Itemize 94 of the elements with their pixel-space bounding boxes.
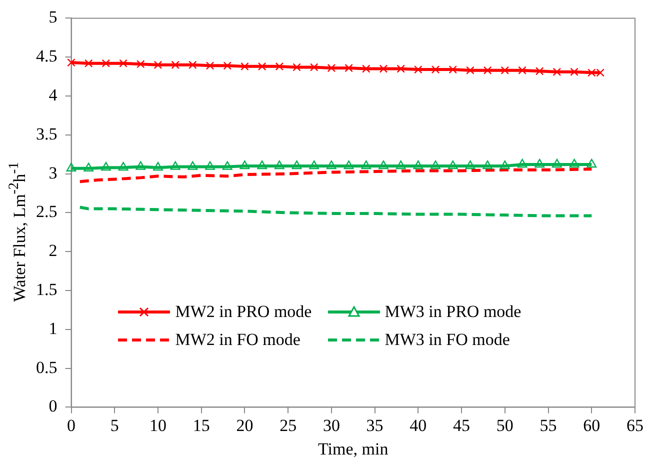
point (396, 160, 406, 170)
point (500, 66, 510, 74)
x-tick-label: 5 (110, 416, 119, 435)
y-tick-label: 0.5 (36, 358, 58, 377)
point (136, 60, 145, 68)
point (206, 62, 214, 70)
x-tick-label: 20 (236, 416, 254, 435)
point (361, 160, 372, 170)
point (170, 161, 180, 170)
y-tick-label: 1.5 (36, 280, 58, 299)
point (327, 64, 336, 72)
point (118, 162, 128, 171)
point (431, 65, 440, 74)
x-tick-label: 55 (540, 416, 557, 435)
point (205, 161, 215, 170)
point (448, 65, 457, 74)
point (396, 64, 405, 73)
point (274, 160, 284, 170)
y-tick-label: 3.5 (36, 124, 58, 144)
point (223, 62, 232, 70)
point (517, 158, 528, 168)
y-tick-label: 3 (48, 163, 58, 182)
x-tick-label: 60 (583, 416, 600, 435)
point (102, 59, 110, 68)
point (66, 162, 76, 172)
y-tick-label: 2 (48, 241, 58, 260)
legend-label: MW3 in PRO mode (384, 302, 522, 322)
point (119, 59, 128, 68)
point (596, 68, 604, 77)
x-tick-label: 0 (67, 416, 76, 435)
point (414, 65, 422, 74)
point (326, 160, 336, 170)
point (292, 160, 302, 170)
point (67, 58, 76, 67)
point (136, 161, 146, 170)
legend-label: MW2 in PRO mode (175, 302, 312, 322)
point (570, 68, 578, 76)
point (534, 158, 545, 168)
point (362, 64, 370, 73)
point (188, 161, 198, 170)
point (240, 62, 249, 71)
x-tick-label: 65 (626, 416, 644, 435)
point (292, 63, 301, 72)
point (379, 64, 388, 73)
point (84, 162, 94, 172)
x-axis-title: Time, min (318, 439, 389, 458)
point (588, 68, 596, 77)
y-tick-label: 5 (48, 8, 58, 27)
point (153, 162, 163, 171)
point (430, 160, 440, 170)
x-tick-label: 50 (496, 416, 514, 435)
point (222, 161, 232, 170)
point (344, 64, 353, 72)
point (466, 66, 474, 74)
legend-label: MW3 in FO mode (384, 330, 510, 350)
point (483, 66, 492, 74)
point (569, 158, 580, 168)
point (586, 158, 597, 168)
point (258, 62, 266, 71)
x-tick-label: 30 (322, 416, 340, 435)
point (188, 60, 197, 70)
x-tick-label: 45 (453, 416, 470, 435)
x-tick-label: 10 (149, 416, 166, 435)
point (84, 59, 93, 68)
y-tick-label: 1 (48, 318, 58, 338)
x-tick-label: 35 (366, 416, 384, 435)
point (101, 162, 111, 171)
y-tick-label: 0 (48, 396, 58, 416)
y-tick-label: 2.5 (36, 202, 58, 222)
point (413, 160, 424, 170)
point (448, 160, 458, 170)
point (257, 160, 267, 170)
point (171, 60, 180, 70)
point (518, 66, 526, 74)
line-series (78, 206, 594, 218)
point (309, 160, 320, 170)
point (154, 60, 162, 70)
point (552, 68, 562, 76)
y-tick-label: 4 (48, 85, 58, 104)
point (378, 160, 388, 170)
y-tick-label: 4.5 (36, 46, 58, 66)
point (275, 62, 284, 71)
point (240, 160, 250, 170)
point (310, 63, 318, 72)
point (344, 160, 354, 170)
x-tick-label: 15 (192, 416, 210, 435)
point (535, 66, 544, 76)
point (552, 158, 562, 168)
x-tick-label: 40 (410, 416, 427, 435)
point (482, 160, 492, 170)
point (465, 160, 476, 170)
legend-label: MW2 in FO mode (175, 330, 300, 350)
point (500, 160, 510, 170)
x-tick-label: 25 (280, 416, 297, 435)
